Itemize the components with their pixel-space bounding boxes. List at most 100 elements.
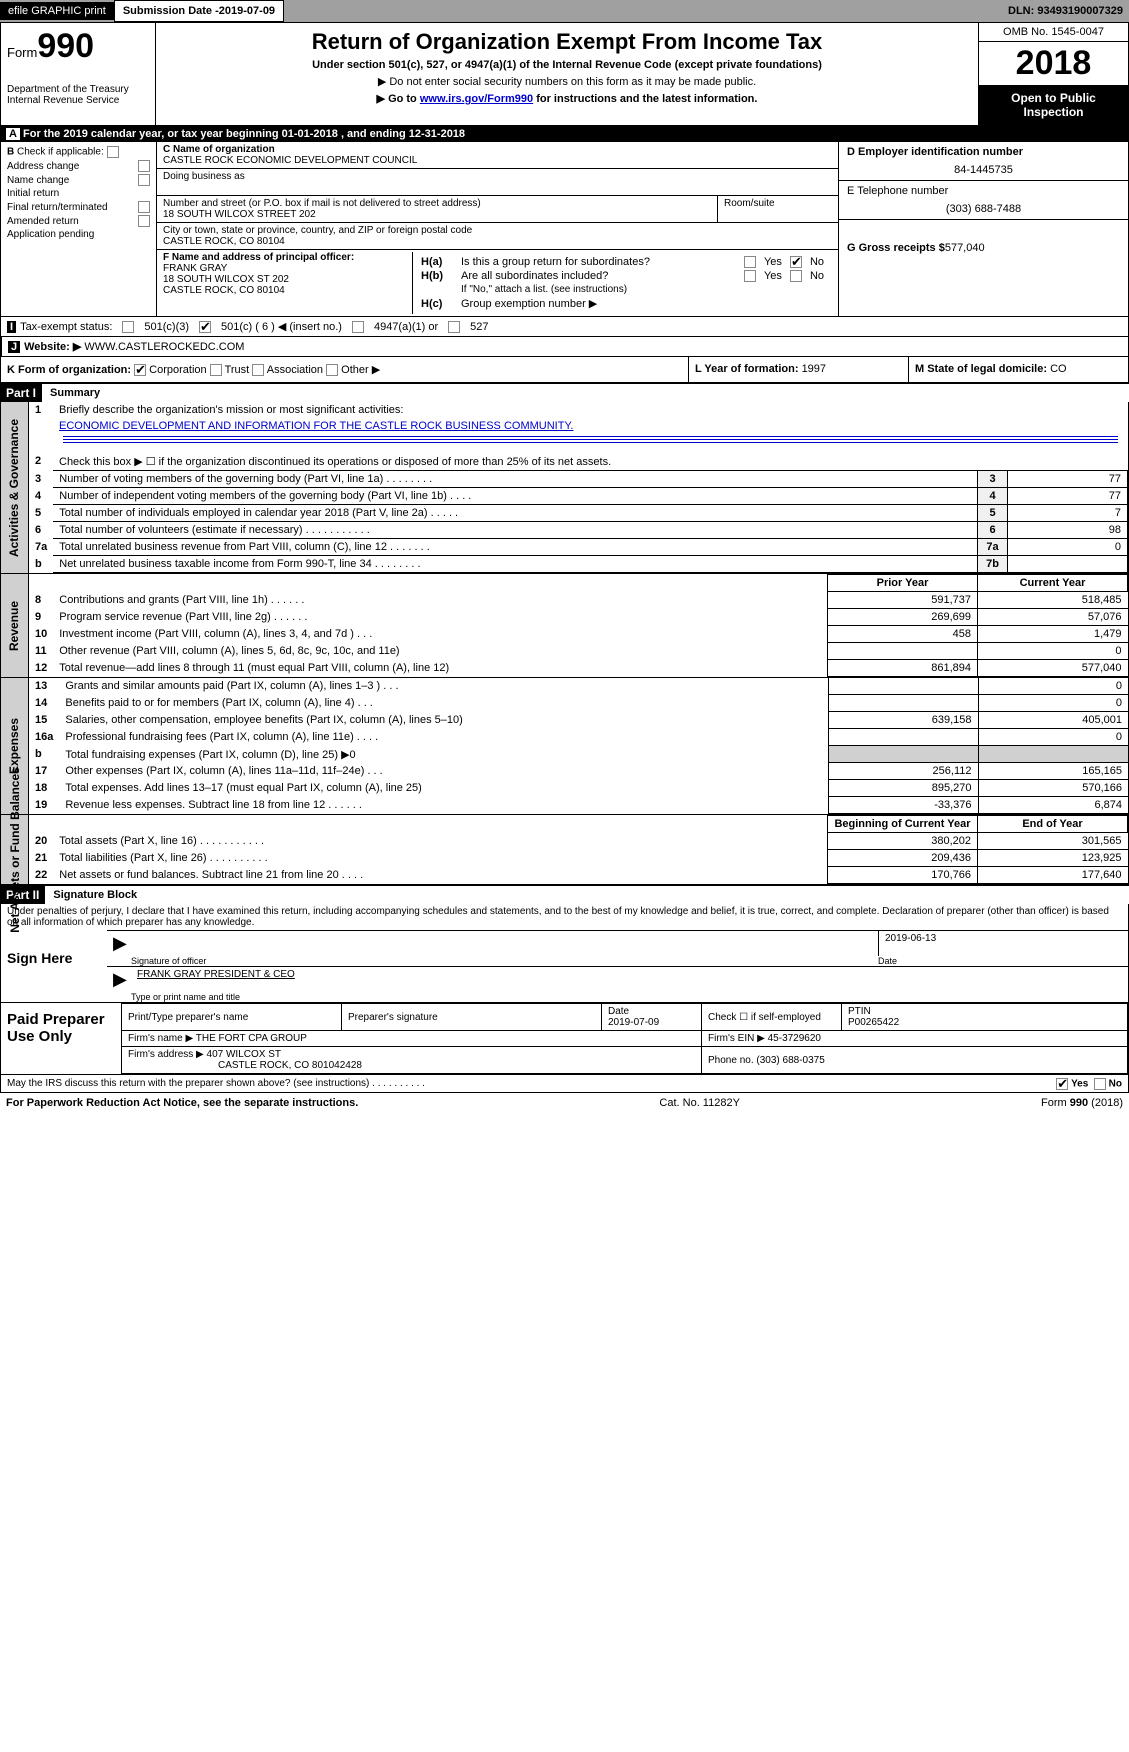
org-name-box: C Name of organization CASTLE ROCK ECONO… [156,142,838,169]
officer-and-h-box: F Name and address of principal officer:… [156,250,838,316]
table-row: 3Number of voting members of the governi… [29,471,1128,488]
signature-section: Under penalties of perjury, I declare th… [0,904,1129,1093]
form990-link[interactable]: www.irs.gov/Form990 [420,93,533,105]
footer-mid: Cat. No. 11282Y [659,1097,740,1109]
revenue-table: Prior YearCurrent Year 8Contributions an… [29,574,1128,677]
checkbox-icon[interactable] [210,364,222,376]
checkbox-icon[interactable] [199,321,211,333]
table-row: 9Program service revenue (Part VIII, lin… [29,609,1128,626]
address-box: Number and street (or P.O. box if mail i… [156,196,838,223]
paid-preparer-label: Paid Preparer Use Only [1,1003,121,1074]
table-row: 12Total revenue—add lines 8 through 11 (… [29,660,1128,677]
form-header: Form990 Department of the Treasury Inter… [0,22,1129,126]
checkbox-icon[interactable] [352,321,364,333]
phone-box: E Telephone number (303) 688-7488 [839,181,1128,220]
table-row: 8Contributions and grants (Part VIII, li… [29,592,1128,609]
tax-exempt-row: ITax-exempt status: 501(c)(3) 501(c) ( 6… [0,317,1129,337]
arrow-icon: ▶ [107,931,131,956]
part1-header-row: Part I Summary [0,383,1129,402]
side-label-governance: Activities & Governance [1,402,29,573]
table-row: 20Total assets (Part X, line 16) . . . .… [29,833,1128,850]
arrow-icon: ▶ [107,967,131,992]
net-assets-table: Beginning of Current YearEnd of Year 20T… [29,815,1128,884]
table-row: 10Investment income (Part VIII, column (… [29,626,1128,643]
checkbox-icon[interactable] [790,256,802,268]
header-right: OMB No. 1545-0047 2018 Open to Public In… [978,23,1128,125]
checkbox-icon[interactable] [790,270,802,282]
checkbox-icon[interactable] [138,160,150,172]
check-applicable-column: B Check if applicable: Address change Na… [1,142,156,316]
part1-title: Summary [42,385,108,401]
checkbox-icon[interactable] [744,270,756,282]
right-info-column: D Employer identification number 84-1445… [838,142,1128,316]
dba-box: Doing business as [156,169,838,196]
sign-here-row: Sign Here ▶ 2019-06-13 Signature of offi… [1,930,1128,1002]
omb-number: OMB No. 1545-0047 [979,23,1128,42]
form-title: Return of Organization Exempt From Incom… [164,29,970,55]
footer-right: Form 990 (2018) [1041,1097,1123,1109]
perjury-text: Under penalties of perjury, I declare th… [1,904,1128,930]
dept-treasury: Department of the Treasury Internal Reve… [7,84,149,106]
efile-label: efile GRAPHIC print [0,2,114,20]
org-info-column: C Name of organization CASTLE ROCK ECONO… [156,142,838,316]
checkbox-icon[interactable] [138,215,150,227]
part2-title: Signature Block [45,887,145,903]
table-row: 21Total liabilities (Part X, line 26) . … [29,850,1128,867]
row-a: A For the 2019 calendar year, or tax yea… [0,126,1129,142]
side-label-revenue: Revenue [1,574,29,677]
part2-badge: Part II [0,886,45,904]
header-title-block: Return of Organization Exempt From Incom… [156,23,978,125]
governance-table: 3Number of voting members of the governi… [29,470,1128,573]
checkbox-icon[interactable] [138,201,150,213]
table-row: 19Revenue less expenses. Subtract line 1… [29,797,1128,814]
side-label-net: Net Assets or Fund Balances [1,815,29,884]
underline [63,436,1118,437]
checkbox-icon[interactable] [326,364,338,376]
table-row: 16aProfessional fundraising fees (Part I… [29,729,1128,746]
revenue-section: Revenue Prior YearCurrent Year 8Contribu… [0,574,1129,678]
topbar: efile GRAPHIC print Submission Date - 20… [0,0,1129,22]
table-row: 7aTotal unrelated business revenue from … [29,539,1128,556]
submission-box: Submission Date - 2019-07-09 [114,0,284,22]
checkbox-icon[interactable] [1094,1078,1106,1090]
table-row: 22Net assets or fund balances. Subtract … [29,867,1128,884]
website-row: JWebsite: ▶ WWW.CASTLEROCKEDC.COM [0,337,1129,357]
table-row: 4Number of independent voting members of… [29,488,1128,505]
dln-label: DLN: 93493190007329 [1008,5,1129,17]
preparer-table: Print/Type preparer's name Preparer's si… [121,1003,1128,1074]
subtitle-3: ▶ Go to www.irs.gov/Form990 for instruct… [164,92,970,105]
h-section: H(a)Is this a group return for subordina… [412,252,832,314]
table-row: 13Grants and similar amounts paid (Part … [29,678,1128,695]
discuss-row: May the IRS discuss this return with the… [1,1074,1128,1092]
checkbox-icon[interactable] [138,174,150,186]
part2-header-row: Part II Signature Block [0,885,1129,904]
table-row: 11Other revenue (Part VIII, column (A), … [29,643,1128,660]
sign-here-label: Sign Here [1,930,101,1002]
checkbox-icon[interactable] [1056,1078,1068,1090]
table-row: 18Total expenses. Add lines 13–17 (must … [29,780,1128,797]
gross-receipts-box: G Gross receipts $577,040 [839,220,1128,316]
ein-box: D Employer identification number 84-1445… [839,142,1128,181]
expenses-table: 13Grants and similar amounts paid (Part … [29,678,1128,814]
tax-year: 2018 [979,42,1128,85]
underline [63,442,1118,443]
underline [63,439,1118,440]
k-row: K Form of organization: Corporation Trus… [0,357,1129,383]
paid-preparer-row: Paid Preparer Use Only Print/Type prepar… [1,1002,1128,1074]
table-row: 6Total number of volunteers (estimate if… [29,522,1128,539]
checkbox-icon[interactable] [107,146,119,158]
checkbox-icon[interactable] [134,364,146,376]
open-to-public: Open to Public Inspection [979,85,1128,125]
checkbox-icon[interactable] [744,256,756,268]
expenses-section: Expenses 13Grants and similar amounts pa… [0,678,1129,815]
city-box: City or town, state or province, country… [156,223,838,250]
checkbox-icon[interactable] [252,364,264,376]
table-row: 15Salaries, other compensation, employee… [29,712,1128,729]
checkbox-icon[interactable] [122,321,134,333]
table-row: 17Other expenses (Part IX, column (A), l… [29,763,1128,780]
table-row: 5Total number of individuals employed in… [29,505,1128,522]
governance-section: Activities & Governance 1Briefly describ… [0,402,1129,574]
footer-left: For Paperwork Reduction Act Notice, see … [6,1097,358,1109]
part1-badge: Part I [0,384,42,402]
checkbox-icon[interactable] [448,321,460,333]
